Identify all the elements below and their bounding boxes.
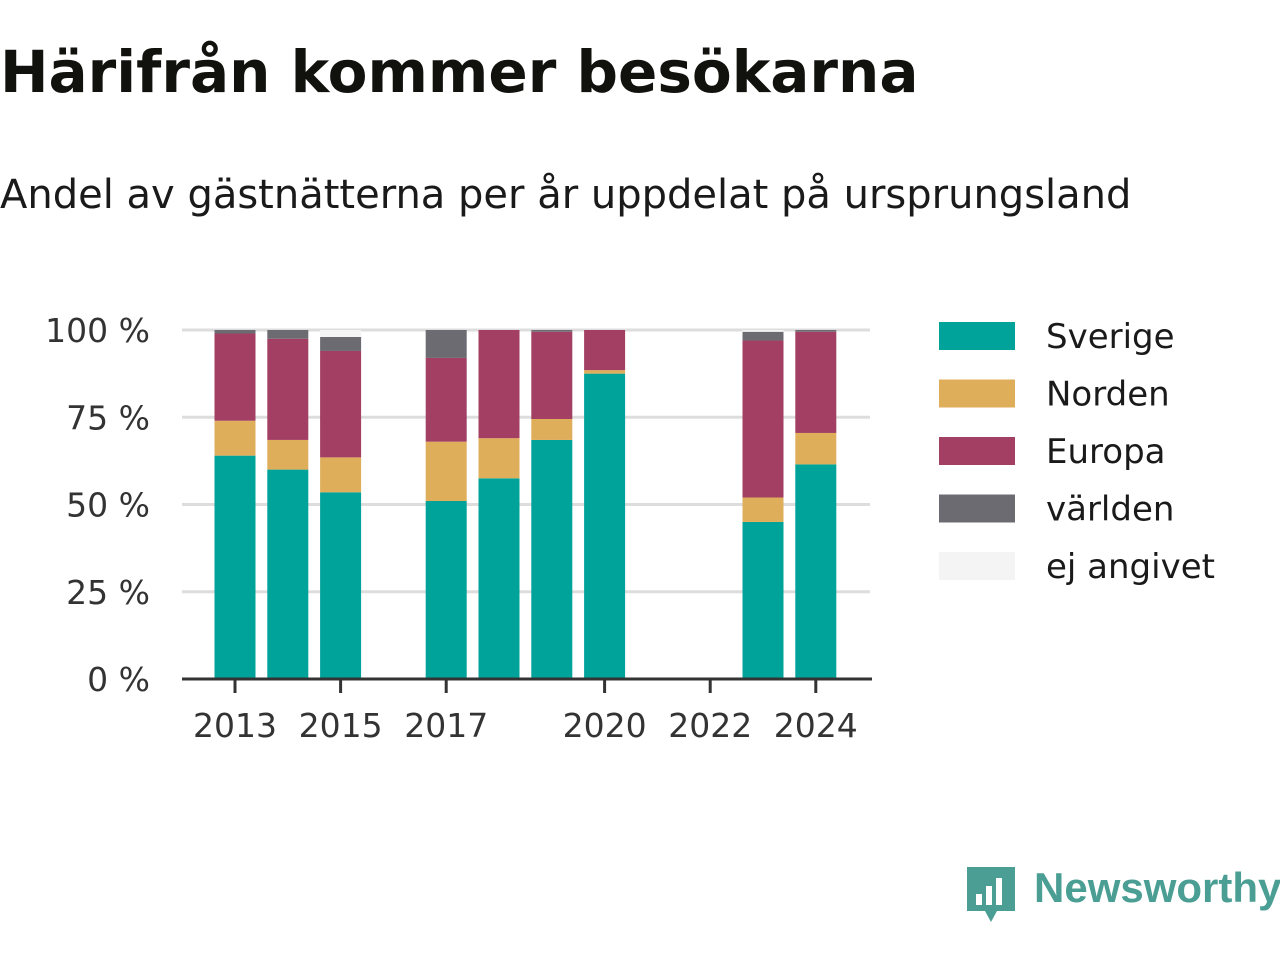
bar-segment xyxy=(584,370,626,374)
bar-segment xyxy=(742,497,784,522)
bar-segment xyxy=(320,336,362,351)
bar-segment xyxy=(214,333,256,421)
bar-segment xyxy=(742,331,784,341)
legend-swatch xyxy=(939,494,1015,523)
x-tick-label: 2015 xyxy=(299,706,383,745)
bar-segment xyxy=(795,331,837,433)
legend-swatch xyxy=(939,322,1015,350)
bar-segment xyxy=(531,418,573,440)
x-tick-label: 2020 xyxy=(563,706,647,745)
bar-segment xyxy=(267,439,309,470)
bar-segment xyxy=(795,464,837,679)
x-tick-label: 2013 xyxy=(193,706,277,745)
brand-name: Newsworthy xyxy=(1034,864,1280,911)
bar-segment xyxy=(742,521,784,679)
y-tick-label: 75 % xyxy=(66,398,150,437)
legend-swatch xyxy=(939,437,1015,465)
page-subtitle: Andel av gästnätterna per år uppdelat på… xyxy=(0,172,1132,218)
bar-segment xyxy=(267,469,309,679)
bar-segment xyxy=(478,330,520,439)
bar-segment xyxy=(425,330,467,358)
bar-segment xyxy=(478,478,520,679)
newsworthy-logo-icon xyxy=(967,867,1015,922)
bar-segment xyxy=(267,330,309,339)
legend-label: världen xyxy=(1046,490,1174,530)
bars xyxy=(214,330,837,679)
x-tick-label: 2022 xyxy=(668,706,752,745)
bar-segment xyxy=(214,420,256,456)
bar-segment xyxy=(584,373,626,679)
bar-segment xyxy=(320,350,362,458)
bar-segment xyxy=(531,439,573,679)
bar-segment xyxy=(795,432,837,465)
page-title: Härifrån kommer besökarna xyxy=(0,38,919,106)
y-tick-label: 25 % xyxy=(66,573,150,612)
legend-label: Norden xyxy=(1046,375,1170,415)
legend-swatch xyxy=(939,379,1015,408)
bar-segment xyxy=(214,330,256,334)
legend-swatch xyxy=(939,552,1015,580)
legend-label: Sverige xyxy=(1046,317,1175,357)
bar-segment xyxy=(214,455,256,679)
bar-segment xyxy=(742,330,784,332)
y-tick-label: 100 % xyxy=(45,311,150,350)
legend-label: Europa xyxy=(1046,432,1165,472)
legend: Sverige Norden Europa världen ej angivet xyxy=(939,317,1215,587)
legend-label: ej angivet xyxy=(1046,547,1215,587)
x-tick-label: 2024 xyxy=(774,706,858,745)
bar-segment xyxy=(320,457,362,493)
bar-segment xyxy=(795,330,837,332)
bar-segment xyxy=(584,330,626,371)
bar-segment xyxy=(531,330,573,332)
bar-segment xyxy=(425,441,467,502)
bar-segment xyxy=(320,492,362,679)
bar-segment xyxy=(267,338,309,440)
x-tick-label: 2017 xyxy=(404,706,488,745)
y-tick-label: 50 % xyxy=(66,486,150,525)
bar-segment xyxy=(742,340,784,498)
bar-segment xyxy=(320,330,362,337)
bar-segment xyxy=(425,357,467,442)
y-tick-label: 0 % xyxy=(87,660,150,699)
brand-logo: Newsworthy xyxy=(964,862,1280,928)
bar-segment xyxy=(478,438,520,479)
bar-segment xyxy=(425,501,467,679)
bar-segment xyxy=(531,331,573,419)
axes: 0 % 25 % 50 % 75 % 100 % 2013 2015 2017 2020 2022… xyxy=(45,311,872,745)
